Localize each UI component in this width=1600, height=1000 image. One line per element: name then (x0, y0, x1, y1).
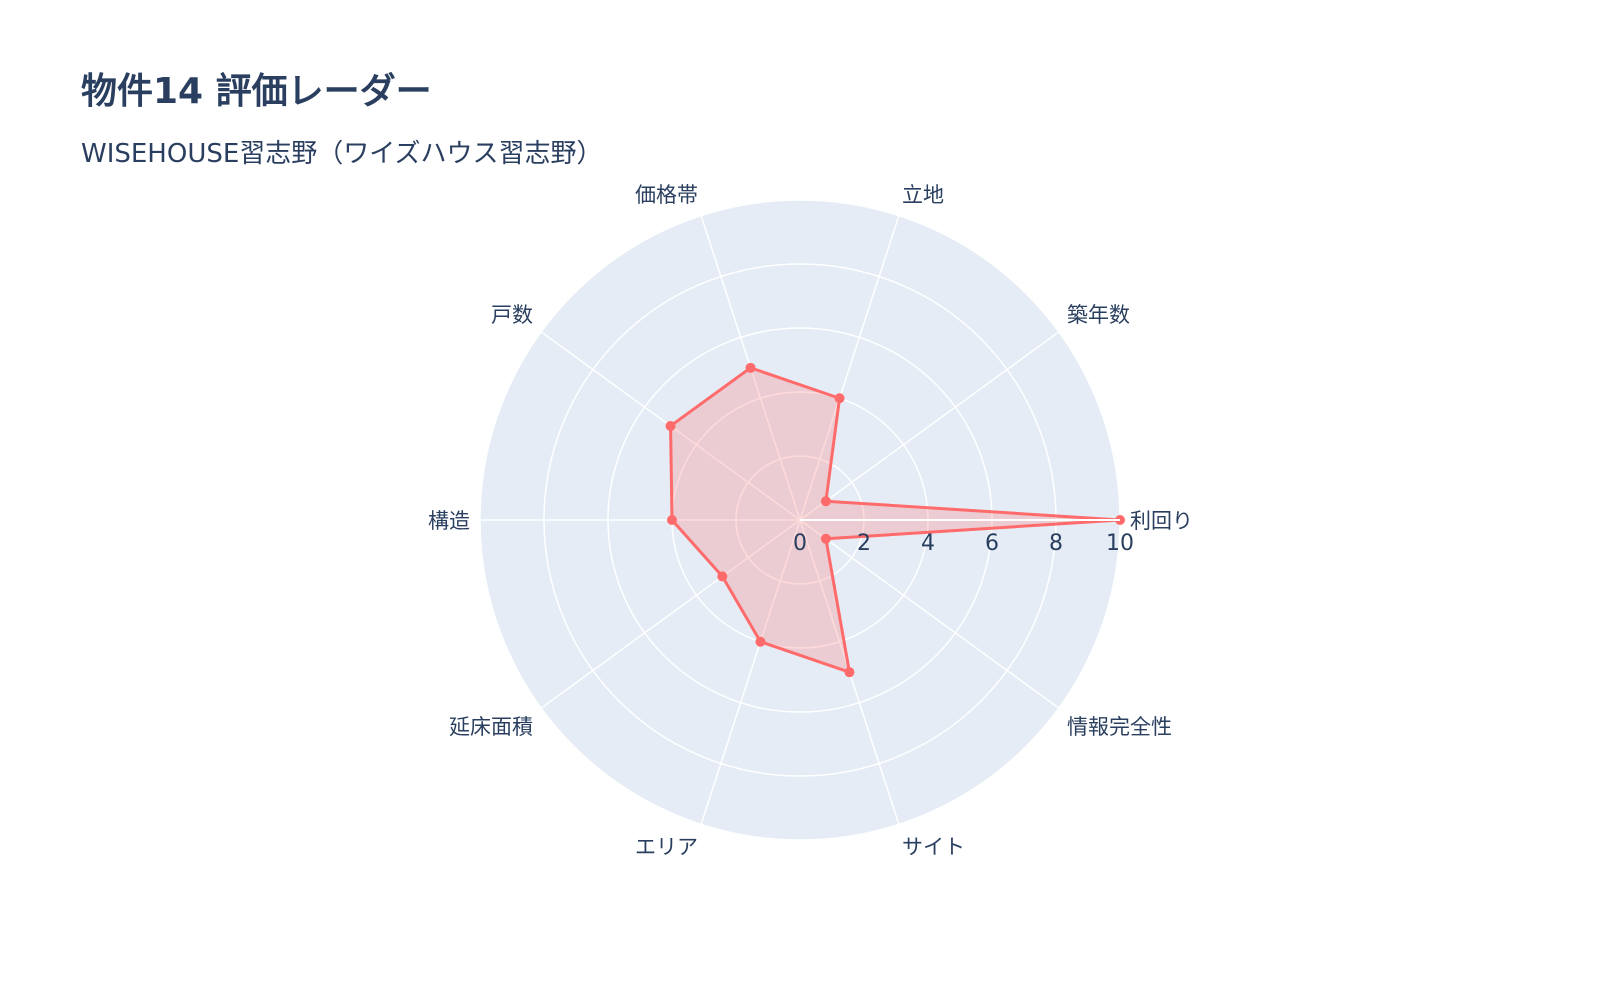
angular-tick-label: 利回り (1130, 509, 1193, 533)
angular-tick-label: 情報完全性 (1067, 715, 1172, 739)
angular-tick-label: エリア (635, 835, 698, 859)
radial-tick-label: 0 (793, 531, 807, 556)
angular-tick-label: 立地 (902, 183, 944, 207)
data-point-情報完全性 (820, 533, 831, 544)
radial-tick-label: 4 (921, 531, 935, 556)
data-point-築年数 (820, 496, 831, 507)
chart-subtitle: WISEHOUSE習志野（ワイズハウス習志野） (81, 139, 603, 169)
angular-gridline (700, 519, 801, 825)
angular-gridline (799, 215, 900, 521)
data-point-価格帯 (745, 362, 756, 373)
angular-tick-label: 価格帯 (635, 183, 698, 207)
angular-tick-label: 構造 (428, 509, 470, 533)
angular-gridline (540, 519, 801, 709)
angular-gridline (799, 519, 1060, 709)
data-point-サイト (844, 667, 855, 678)
data-point-延床面積 (717, 571, 728, 582)
data-point-構造 (667, 515, 677, 525)
angular-gridline (799, 331, 1060, 521)
chart-title: 物件14 評価レーダー (81, 71, 432, 112)
angular-tick-label: 延床面積 (449, 715, 533, 739)
radial-tick-label: 10 (1106, 531, 1134, 556)
radial-tick-label: 8 (1049, 531, 1063, 556)
angular-tick-label: サイト (902, 835, 965, 859)
angular-tick-label: 築年数 (1067, 303, 1130, 327)
radial-tick-label: 2 (857, 531, 871, 556)
data-point-立地 (834, 393, 845, 404)
data-point-戸数 (665, 420, 676, 431)
data-point-エリア (755, 636, 766, 647)
angular-tick-label: 戸数 (491, 303, 533, 327)
radial-tick-label: 6 (985, 531, 999, 556)
